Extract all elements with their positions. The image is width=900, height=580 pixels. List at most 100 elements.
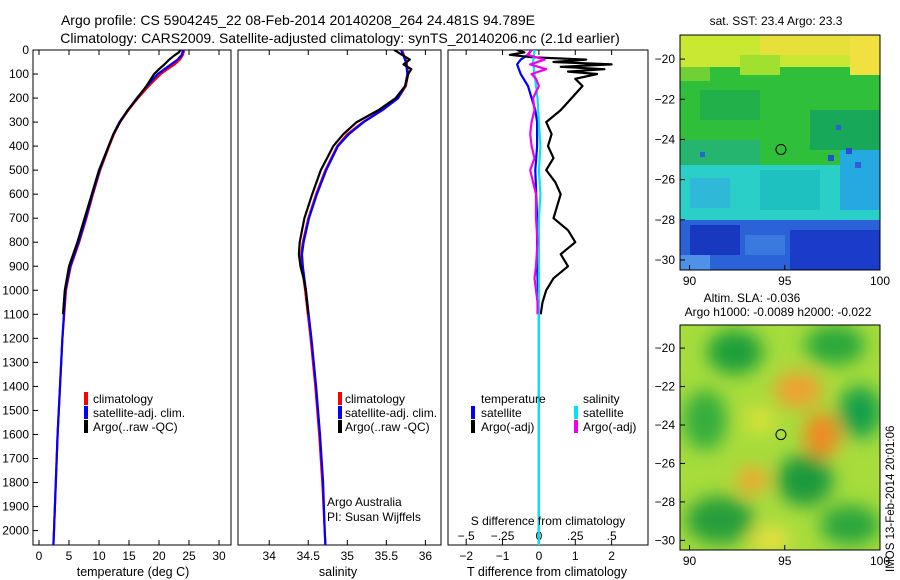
difference-xlabel-top: S difference from climatology xyxy=(471,514,626,528)
legend-swatch-satellite xyxy=(84,406,88,419)
sla-float-marker xyxy=(775,429,787,441)
temperature-x-axis: 0 5 10 15 20 25 30 xyxy=(36,50,226,563)
temperature-axes-frame xyxy=(32,49,232,546)
legend-label-t-argo: Argo(-adj) xyxy=(481,420,534,434)
lat-tick-label: −20 xyxy=(655,52,676,66)
lon-tick-label: 100 xyxy=(870,274,890,288)
depth-tick-label: 700 xyxy=(9,211,29,225)
lat-tick-label: −26 xyxy=(655,456,676,470)
legend-swatch-t-argo xyxy=(471,420,475,433)
note-argo-australia: Argo Australia xyxy=(327,495,402,509)
x-tick-label: 10 xyxy=(92,549,106,563)
depth-tick-label: 1200 xyxy=(2,331,29,345)
lat-tick-label: −26 xyxy=(655,173,676,187)
legend-swatch-satellite xyxy=(338,406,342,419)
legend-swatch-climatology xyxy=(338,392,342,405)
legend-title-temperature: temperature xyxy=(481,392,546,406)
s-diff-tick-label: .5 xyxy=(607,529,617,543)
salinity-axes-frame xyxy=(237,49,442,546)
figure-title-line1: Argo profile: CS 5904245_22 08-Feb-2014 … xyxy=(61,12,535,28)
x-tick-label: 36 xyxy=(419,549,433,563)
lon-tick-label: 90 xyxy=(683,554,697,568)
legend-label-climatology: climatology xyxy=(93,392,153,406)
sla-map-title-line2: Argo h1000: -0.0089 h2000: -0.022 xyxy=(685,305,872,319)
legend-swatch-t-satellite xyxy=(471,406,475,419)
sla-map-axes: 90 95 100 −20 −22 −24 −26 −28 −30 xyxy=(655,341,891,568)
sla-map-title-line1: Altim. SLA: -0.036 xyxy=(704,291,801,305)
temperature-xlabel: temperature (deg C) xyxy=(77,565,190,579)
depth-tick-label: 1000 xyxy=(2,283,29,297)
depth-tick-label: 1900 xyxy=(2,500,29,514)
difference-legend: temperature satellite Argo(-adj) salinit… xyxy=(471,392,636,434)
salinity-legend: climatology satellite-adj. clim. Argo(..… xyxy=(338,392,437,434)
legend-swatch-s-satellite xyxy=(574,406,578,419)
depth-tick-label: 500 xyxy=(9,163,29,177)
depth-tick-label: 200 xyxy=(9,91,29,105)
legend-swatch-argo xyxy=(84,420,88,433)
depth-tick-label: 400 xyxy=(9,139,29,153)
legend-label-t-satellite: satellite xyxy=(481,406,522,420)
x-tick-label: 34.5 xyxy=(297,549,321,563)
lat-tick-label: −30 xyxy=(655,253,676,267)
lon-tick-label: 90 xyxy=(683,274,697,288)
depth-tick-label: 1700 xyxy=(2,451,29,465)
legend-title-salinity: salinity xyxy=(583,392,620,406)
depth-tick-label: 900 xyxy=(9,259,29,273)
depth-tick-label: 1300 xyxy=(2,355,29,369)
lat-tick-label: −24 xyxy=(655,418,676,432)
legend-swatch-climatology xyxy=(84,392,88,405)
x-tick-label: 25 xyxy=(182,549,196,563)
legend-label-s-satellite: satellite xyxy=(583,406,624,420)
lat-tick-label: −22 xyxy=(655,92,676,106)
s-diff-tick-label: −.5 xyxy=(458,529,475,543)
depth-tick-label: 600 xyxy=(9,187,29,201)
lat-tick-label: −28 xyxy=(655,213,676,227)
lat-tick-label: −28 xyxy=(655,495,676,509)
depth-tick-label: 2000 xyxy=(2,524,29,538)
depth-tick-label: 100 xyxy=(9,67,29,81)
sst-map-panel: sat. SST: 23.4 Argo: 23.3 xyxy=(655,14,891,288)
x-tick-label: 1 xyxy=(572,549,579,563)
lat-tick-label: −24 xyxy=(655,132,676,146)
note-pi: PI: Susan Wijffels xyxy=(327,510,421,524)
legend-label-s-argo: Argo(-adj) xyxy=(583,420,636,434)
legend-swatch-argo xyxy=(338,420,342,433)
depth-tick-label: 0 xyxy=(22,43,29,57)
temperature-legend: climatology satellite-adj. clim. Argo(..… xyxy=(84,392,185,434)
x-tick-label: 15 xyxy=(122,549,136,563)
series-line-s-argo-adj- xyxy=(526,50,548,315)
lat-tick-label: −30 xyxy=(655,533,676,547)
s-diff-tick-label: −.25 xyxy=(491,529,515,543)
depth-tick-label: 300 xyxy=(9,115,29,129)
depth-tick-label: 1500 xyxy=(2,403,29,417)
legend-label-argo: Argo(..raw -QC) xyxy=(345,420,430,434)
x-tick-label: −1 xyxy=(496,549,510,563)
sst-heatmap xyxy=(680,35,880,270)
x-tick-label: 2 xyxy=(608,549,615,563)
x-tick-label: −2 xyxy=(459,549,473,563)
s-diff-tick-label: .25 xyxy=(567,529,584,543)
sla-heatmap xyxy=(680,325,880,550)
depth-tick-label: 1100 xyxy=(3,307,29,321)
lon-tick-label: 100 xyxy=(870,554,890,568)
x-tick-label: 0 xyxy=(36,549,43,563)
salinity-panel: 34 34.5 35 35.5 36 salinity climatology sate… xyxy=(237,49,442,579)
series-line-t-argo-adj- xyxy=(508,50,613,315)
depth-tick-label: 800 xyxy=(9,235,29,249)
sst-float-marker xyxy=(775,143,787,155)
x-tick-label: 35.5 xyxy=(375,549,399,563)
legend-label-climatology: climatology xyxy=(345,392,405,406)
temperature-panel: 0100200300400500600700800900100011001200… xyxy=(2,43,232,579)
lat-tick-label: −22 xyxy=(655,380,676,394)
lat-tick-label: −20 xyxy=(655,341,676,355)
legend-label-argo: Argo(..raw -QC) xyxy=(93,420,178,434)
legend-label-satellite: satellite-adj. clim. xyxy=(345,406,437,420)
x-tick-label: 20 xyxy=(152,549,166,563)
depth-tick-label: 1400 xyxy=(2,379,29,393)
depth-tick-label: 1600 xyxy=(2,427,29,441)
x-tick-label: 30 xyxy=(212,549,226,563)
figure-title-line2: Climatology: CARS2009. Satellite-adjuste… xyxy=(60,30,620,46)
x-tick-label: 0 xyxy=(536,549,543,563)
series-line-argo-raw-qc- xyxy=(297,50,413,315)
depth-axis: 0 100 200 300 400 500 600 700 800 900 1000 1100 1200… xyxy=(2,43,38,538)
